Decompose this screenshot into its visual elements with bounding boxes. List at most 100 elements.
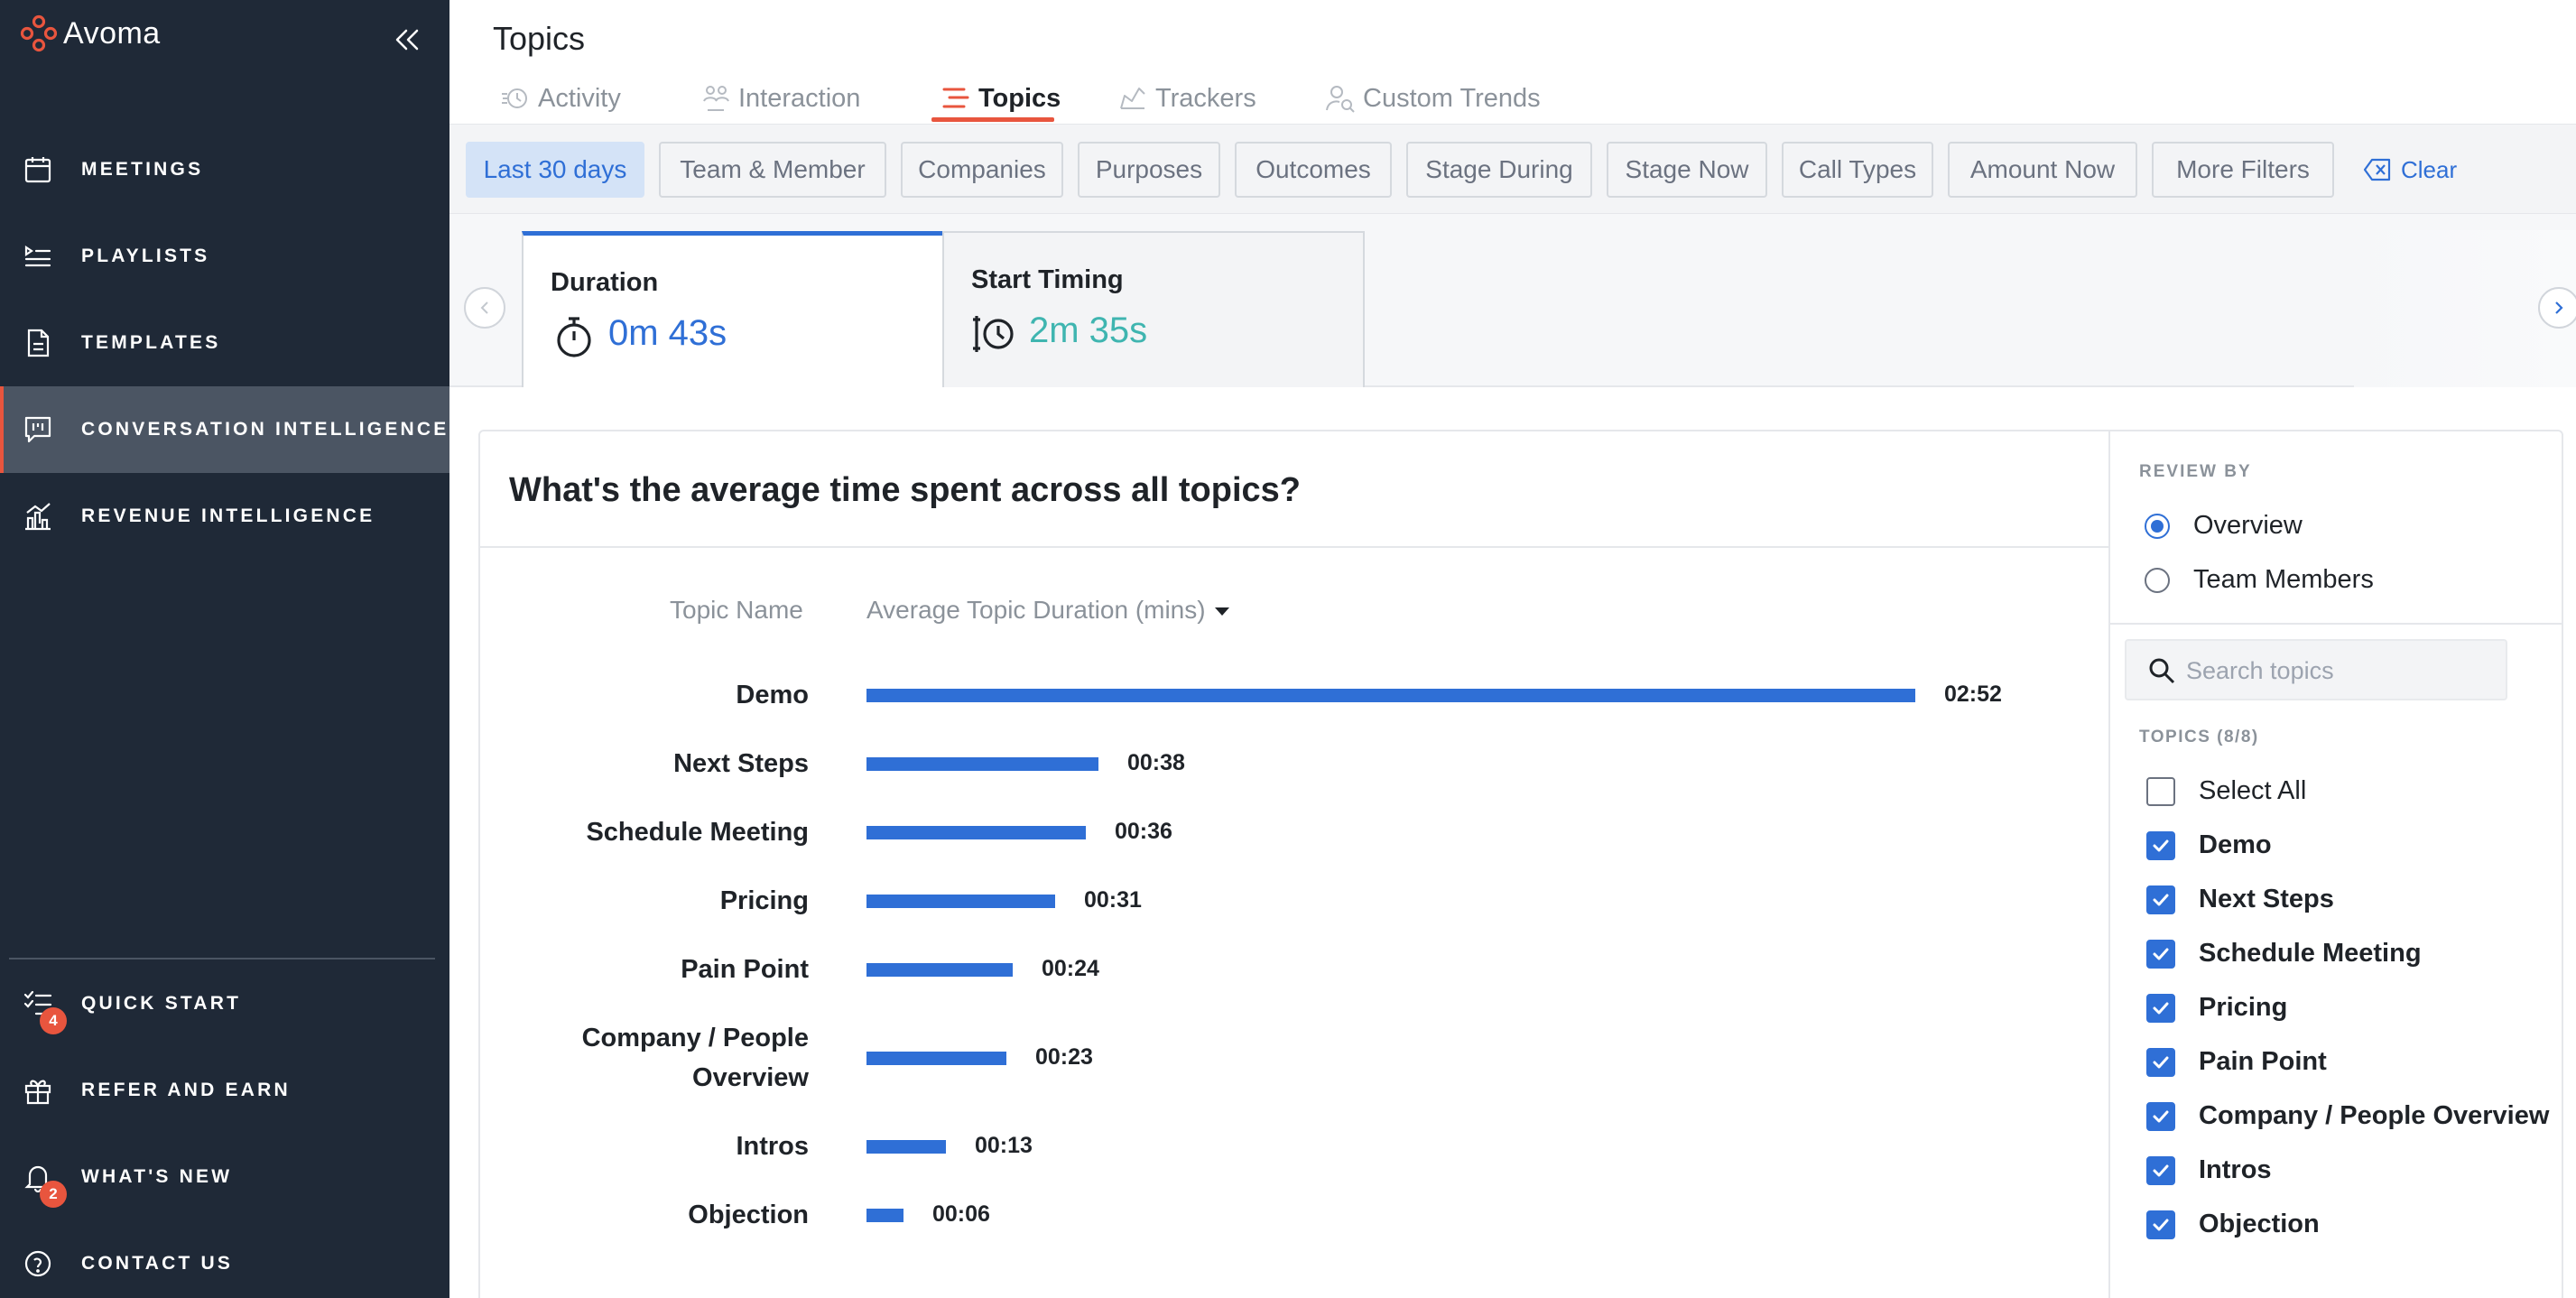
- metric-title: Duration: [551, 268, 659, 297]
- metrics-prev-button[interactable]: [464, 287, 505, 329]
- filter-purposes[interactable]: Purposes: [1078, 142, 1220, 198]
- radio-label: Team Members: [2193, 565, 2374, 594]
- bar-label: Company / People Overview: [581, 1024, 809, 1092]
- checkbox-checked[interactable]: [2146, 1047, 2175, 1077]
- tab-activity[interactable]: Activity: [500, 76, 621, 121]
- sidebar-item-quick-start[interactable]: 4 QUICK START: [0, 960, 449, 1047]
- page-title: Topics: [493, 20, 586, 57]
- filter-call-types[interactable]: Call Types: [1782, 142, 1933, 198]
- sidebar-item-revenue-intelligence[interactable]: REVENUE INTELLIGENCE: [0, 473, 449, 560]
- avoma-logo-icon: [20, 14, 58, 52]
- bar[interactable]: [866, 826, 1086, 839]
- metrics-next-button[interactable]: [2538, 287, 2576, 329]
- sidebar-item-label: TEMPLATES: [81, 332, 221, 353]
- chat-bars-icon: [24, 416, 51, 443]
- filter-companies[interactable]: Companies: [901, 142, 1063, 198]
- column-header-duration[interactable]: Average Topic Duration (mins): [866, 596, 1229, 625]
- bar[interactable]: [866, 689, 1915, 702]
- checkbox-unchecked[interactable]: [2146, 776, 2175, 806]
- radio-unselected[interactable]: [2145, 567, 2170, 593]
- checkbox-label: Schedule Meeting: [2199, 939, 2422, 968]
- checkbox-label: Pain Point: [2199, 1047, 2327, 1076]
- bar[interactable]: [866, 1052, 1006, 1065]
- calendar-icon: [24, 157, 51, 183]
- app-name: Avoma: [63, 15, 161, 51]
- tab-trackers[interactable]: Trackers: [1117, 76, 1256, 121]
- bar-value-label: 00:36: [1115, 819, 1172, 844]
- bar[interactable]: [866, 1140, 946, 1154]
- sidebar-item-refer-and-earn[interactable]: REFER AND EARN: [0, 1047, 449, 1134]
- chevron-left-icon: [480, 301, 488, 314]
- user-search-icon: [1326, 86, 1355, 113]
- activity-icon: [502, 88, 527, 108]
- filter-stage-now[interactable]: Stage Now: [1607, 142, 1767, 198]
- stopwatch-icon: [557, 317, 591, 357]
- sidebar-item-label: WHAT'S NEW: [81, 1166, 233, 1187]
- review-option-overview[interactable]: Overview: [2145, 511, 2303, 541]
- checkbox-checked[interactable]: [2146, 939, 2175, 969]
- checkbox-label: Demo: [2199, 830, 2272, 859]
- tab-interaction[interactable]: Interaction: [700, 76, 860, 121]
- topic-checkbox-row[interactable]: Pain Point: [2146, 1047, 2327, 1077]
- filter-date-range[interactable]: Last 30 days: [466, 142, 644, 198]
- radio-selected[interactable]: [2145, 513, 2170, 539]
- bar[interactable]: [866, 963, 1013, 977]
- chart-title: What's the average time spent across all…: [509, 471, 1301, 509]
- radio-label: Overview: [2193, 511, 2303, 540]
- bar[interactable]: [866, 757, 1098, 771]
- metric-card-start-timing[interactable]: Start Timing 2m 35s: [942, 231, 1365, 387]
- checkbox-checked[interactable]: [2146, 1101, 2175, 1131]
- tab-custom-trends[interactable]: Custom Trends: [1325, 76, 1541, 121]
- topic-checkbox-row[interactable]: Objection: [2146, 1210, 2320, 1239]
- clear-filters-button[interactable]: Clear: [2363, 142, 2457, 198]
- sidebar-item-playlists[interactable]: PLAYLISTS: [0, 213, 449, 300]
- filter-amount-now[interactable]: Amount Now: [1948, 142, 2137, 198]
- topic-checkbox-row[interactable]: Company / People Overview: [2146, 1101, 2549, 1131]
- bar-value-label: 00:23: [1035, 1044, 1093, 1070]
- bar-label: Schedule Meeting: [586, 818, 809, 847]
- checkbox-checked[interactable]: [2146, 1210, 2175, 1239]
- topic-checkbox-row[interactable]: Demo: [2146, 830, 2272, 860]
- column-header-duration-label: Average Topic Duration (mins): [866, 596, 1206, 624]
- filter-more-filters[interactable]: More Filters: [2152, 142, 2334, 198]
- sidebar-item-conversation-intelligence[interactable]: CONVERSATION INTELLIGENCE: [0, 386, 449, 473]
- checklist-icon: [23, 990, 52, 1015]
- bar[interactable]: [866, 895, 1055, 908]
- tab-topics[interactable]: Topics: [941, 76, 1061, 121]
- topic-checkbox-row[interactable]: Next Steps: [2146, 885, 2334, 914]
- clear-icon: [2363, 158, 2391, 181]
- sidebar-item-whats-new[interactable]: 2 WHAT'S NEW: [0, 1134, 449, 1220]
- topic-search[interactable]: [2125, 639, 2507, 700]
- sidebar-item-label: REFER AND EARN: [81, 1080, 291, 1100]
- topic-checkbox-row[interactable]: Intros: [2146, 1155, 2272, 1185]
- search-icon: [2149, 658, 2175, 684]
- bar-label: Pain Point: [681, 955, 809, 984]
- topic-checkbox-row[interactable]: Pricing: [2146, 993, 2287, 1023]
- topic-checkbox-row[interactable]: Schedule Meeting: [2146, 939, 2422, 969]
- avoma-logo[interactable]: Avoma: [20, 14, 161, 52]
- checkbox-checked[interactable]: [2146, 885, 2175, 914]
- review-option-team-members[interactable]: Team Members: [2145, 565, 2374, 595]
- filter-outcomes[interactable]: Outcomes: [1235, 142, 1392, 198]
- sidebar: Avoma MEETINGS PLAYLISTS TEMPLATES CONVE…: [0, 0, 449, 1298]
- notification-badge: 4: [40, 1007, 67, 1034]
- sidebar-item-meetings[interactable]: MEETINGS: [0, 126, 449, 213]
- bar-label: Next Steps: [673, 749, 809, 778]
- checkbox-checked[interactable]: [2146, 993, 2175, 1023]
- checkbox-checked[interactable]: [2146, 1155, 2175, 1185]
- bar[interactable]: [866, 1209, 903, 1222]
- chart-panel: [478, 430, 2563, 1298]
- filter-stage-during[interactable]: Stage During: [1406, 142, 1592, 198]
- sidebar-item-templates[interactable]: TEMPLATES: [0, 300, 449, 386]
- collapse-sidebar-icon[interactable]: [388, 22, 424, 58]
- search-input[interactable]: [2186, 652, 2493, 690]
- start-timing-icon: [973, 316, 1014, 352]
- sidebar-item-contact-us[interactable]: CONTACT US: [0, 1220, 449, 1298]
- playlist-icon: [24, 245, 51, 267]
- select-all-checkbox-row[interactable]: Select All: [2146, 776, 2306, 806]
- filter-bar: Last 30 days Team & Member Companies Pur…: [449, 124, 2576, 214]
- metric-card-duration[interactable]: Duration 0m 43s: [522, 231, 944, 387]
- checkbox-label: Select All: [2199, 776, 2307, 805]
- filter-team-member[interactable]: Team & Member: [659, 142, 886, 198]
- checkbox-checked[interactable]: [2146, 830, 2175, 860]
